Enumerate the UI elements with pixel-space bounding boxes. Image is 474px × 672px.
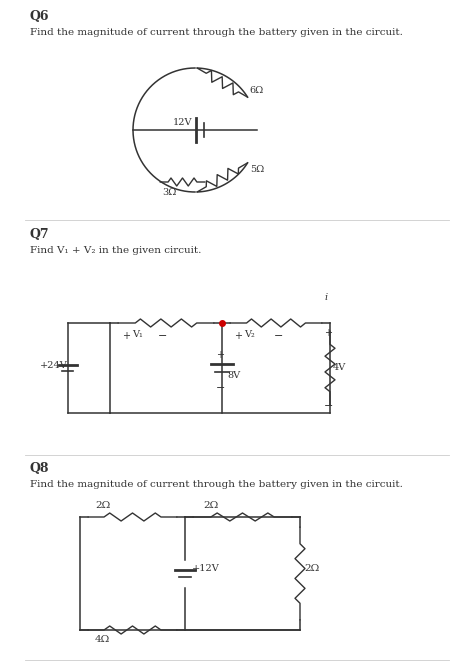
Text: −: −: [158, 331, 167, 341]
Text: −: −: [324, 401, 333, 411]
Text: +: +: [234, 331, 242, 341]
Text: 4V: 4V: [333, 364, 346, 372]
Text: 2Ω: 2Ω: [95, 501, 110, 510]
Text: +12V: +12V: [192, 564, 220, 573]
Text: Q8: Q8: [30, 462, 49, 475]
Text: 2Ω: 2Ω: [304, 564, 319, 573]
Text: −: −: [274, 331, 283, 341]
Text: V₁: V₁: [132, 330, 143, 339]
Text: V₂: V₂: [244, 330, 255, 339]
Text: Find the magnitude of current through the battery given in the circuit.: Find the magnitude of current through th…: [30, 28, 403, 37]
Text: Q6: Q6: [30, 10, 49, 23]
Text: 5Ω: 5Ω: [251, 165, 265, 174]
Text: 2Ω: 2Ω: [203, 501, 218, 510]
Text: +24V: +24V: [40, 362, 68, 370]
Text: 8V: 8V: [227, 371, 240, 380]
Text: +: +: [324, 328, 332, 338]
Text: Find the magnitude of current through the battery given in the circuit.: Find the magnitude of current through th…: [30, 480, 403, 489]
Text: Find V₁ + V₂ in the given circuit.: Find V₁ + V₂ in the given circuit.: [30, 246, 201, 255]
Text: 12V: 12V: [173, 118, 192, 127]
Text: 4Ω: 4Ω: [95, 635, 110, 644]
Text: 6Ω: 6Ω: [250, 86, 264, 95]
Text: Q7: Q7: [30, 228, 50, 241]
Text: i: i: [325, 293, 328, 302]
Text: 3Ω: 3Ω: [162, 188, 176, 197]
Text: +: +: [122, 331, 130, 341]
Text: −: −: [216, 383, 225, 393]
Text: +: +: [216, 350, 224, 360]
